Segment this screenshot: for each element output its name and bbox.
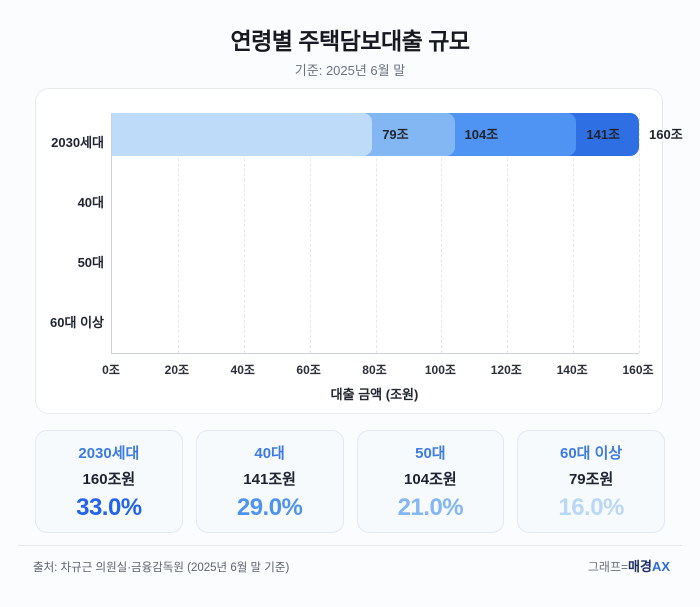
card-value: 160조원 — [82, 470, 136, 488]
gridline — [375, 113, 377, 353]
card-label: 50대 — [415, 444, 446, 462]
card-label: 40대 — [254, 444, 285, 462]
x-tick: 160조 — [622, 363, 654, 377]
x-tick: 140조 — [556, 363, 588, 377]
x-tick: 80조 — [362, 363, 387, 377]
bar-value-label: 79조 — [382, 127, 409, 142]
brand-logo-maekyung: 매경 — [628, 559, 652, 574]
card-value: 79조원 — [568, 470, 614, 488]
category-label-2030: 2030세대 — [51, 135, 104, 150]
gridline — [309, 113, 311, 353]
x-tick: 120조 — [490, 363, 522, 377]
x-tick: 100조 — [424, 363, 456, 377]
summary-card-2030: 2030세대 160조원 33.0% — [35, 430, 183, 533]
x-tick: 20조 — [164, 363, 190, 377]
bar-row: 79조 — [112, 113, 639, 156]
category-label-60plus: 60대 이상 — [50, 315, 104, 330]
gridline — [177, 113, 179, 353]
x-axis-ticks: 0조 20조 40조 60조 80조 100조 120조 140조 160조 — [102, 361, 653, 377]
page-title: 연령별 주택담보대출 규모 — [230, 28, 470, 54]
x-tick: 60조 — [296, 363, 321, 377]
card-value: 141조원 — [243, 470, 296, 488]
plot-area: 160조 141조 104조 79조 — [111, 113, 683, 354]
chart-panel: 2030세대 40대 50대 60대 이상 160조 141조 104조 79조 — [35, 88, 683, 414]
bar-value-label: 160조 — [649, 127, 683, 142]
source-text: 출처: 차규근 의원실·금융감독원 (2025년 6월 말 기준) — [33, 562, 290, 574]
bar-value-label: 104조 — [464, 127, 499, 142]
footer-divider — [18, 545, 682, 546]
card-percent: 21.0% — [397, 493, 464, 521]
category-label-50s: 50대 — [77, 255, 104, 270]
brand-logo-ax: AX — [651, 559, 670, 574]
card-value: 104조원 — [404, 470, 457, 488]
credit-prefix: 그래프= — [587, 560, 629, 574]
credit-text: 그래프=매경AX — [588, 556, 670, 575]
card-percent: 29.0% — [236, 493, 303, 521]
card-label: 60대 이상 — [559, 444, 623, 462]
summary-cards: 2030세대 160조원 33.0% 40대 141조원 29.0% 50대 1… — [35, 430, 665, 533]
category-label-40s: 40대 — [77, 195, 104, 210]
page-subtitle: 기준: 2025년 6월 말 — [294, 63, 406, 78]
card-percent: 16.0% — [558, 493, 624, 521]
gridline — [243, 113, 245, 353]
card-percent: 33.0% — [76, 493, 142, 521]
gridline — [441, 113, 443, 353]
footer: 출처: 차규근 의원실·금융감독원 (2025년 6월 말 기준) 그래프=매경… — [33, 556, 670, 575]
bar-60plus — [112, 113, 373, 156]
summary-card-60plus: 60대 이상 79조원 16.0% — [517, 430, 665, 533]
x-tick: 0조 — [102, 363, 120, 377]
gridline — [507, 113, 509, 353]
x-tick: 40조 — [230, 363, 255, 377]
bar-value-label: 141조 — [586, 127, 621, 142]
card-label: 2030세대 — [78, 444, 140, 462]
gridline — [639, 113, 640, 353]
summary-card-40s: 40대 141조원 29.0% — [195, 430, 344, 533]
gridline — [573, 113, 575, 353]
x-axis-label: 대출 금액 (조원) — [330, 387, 419, 402]
summary-card-50s: 50대 104조원 21.0% — [356, 430, 505, 533]
